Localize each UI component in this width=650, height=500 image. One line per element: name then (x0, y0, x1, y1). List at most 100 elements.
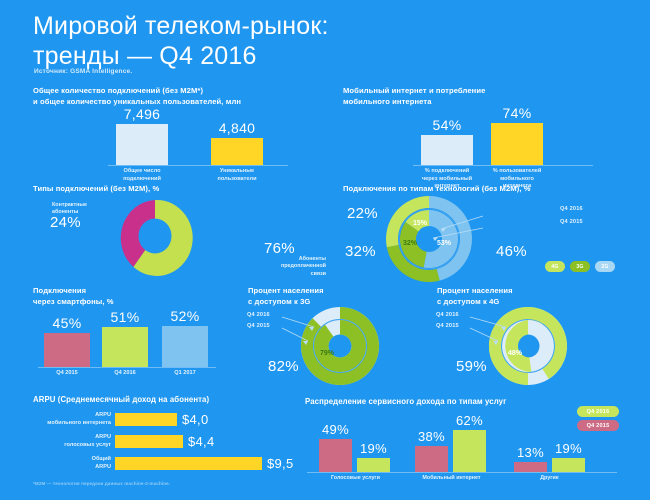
donut-slice-contract (120, 200, 155, 267)
arpu-bar-rect (115, 413, 177, 427)
bar-value: 7,496 (123, 106, 161, 122)
chart-axis (108, 165, 288, 166)
bar-value: 45% (52, 315, 82, 331)
callout-line-2015 (281, 327, 309, 342)
section-title-smartphones: Подключения через смартфоны, % (33, 286, 114, 306)
chart-axis (307, 472, 617, 473)
chart-axis (38, 367, 216, 368)
value-contract-subscribers: 24% (50, 214, 81, 231)
bar-label: Общее число подключений (123, 168, 161, 182)
section-title-coverage-3g: Процент населения с доступом к 3G (248, 286, 324, 306)
callout-line-2016 (440, 215, 484, 230)
legend-service-revenue-2016[interactable]: Q4 2016 (577, 406, 619, 417)
chart-mobile-internet: 54% % подключений через мобильный интерн… (413, 104, 593, 189)
bar-label: % пользователей мобильного интернета (492, 168, 542, 190)
bar-label: Уникальные пользователи (217, 168, 257, 182)
inner-slice-2g (423, 210, 458, 268)
section-title-connections-total: Общее количество подключений (без M2M*) … (33, 86, 242, 106)
footnote: *M2M — технология передачи данных machin… (33, 481, 171, 486)
chart-axis (413, 165, 593, 166)
inner-slice-3g-covered (313, 320, 366, 372)
chart-coverage-4g (466, 305, 576, 387)
section-title-arpu: ARPU (Среднемесячный доход на абонента) (33, 395, 210, 404)
bar-value: 74% (502, 105, 532, 121)
bar-rect (116, 124, 168, 165)
callout-arrow-2016 (309, 327, 314, 331)
value-4g-q4-2016: 59% (456, 358, 487, 375)
callout-arrow-2016 (441, 228, 446, 232)
bar-value: 13% (517, 445, 544, 460)
callout-4g-q4-2015: Q4 2015 (436, 323, 459, 329)
value-3g-q4-2016: 82% (268, 358, 299, 375)
group-label-voice: Голосовые услуги (331, 475, 380, 481)
bar-value: 52% (170, 308, 200, 324)
legend-pill-3g[interactable]: 3G (570, 261, 590, 272)
arpu-row-voice: ARPU голосовых услуг $4,4 (33, 434, 215, 449)
callout-arrow-2015 (493, 341, 498, 345)
donut-hole (138, 218, 172, 254)
bar-rect (319, 439, 352, 472)
bar-label: Q1 2017 (174, 370, 196, 376)
donut-coverage-4g (469, 307, 567, 385)
callout-lines (281, 316, 315, 342)
bar-rect (44, 333, 90, 367)
bar-group-users-pct: 74% % пользователей мобильного интернета (491, 105, 543, 189)
bar-label: Q4 2015 (56, 370, 78, 376)
legend-pill-4g[interactable]: 4G (545, 261, 565, 272)
bar-group-internet-2016: 62% (453, 413, 486, 472)
donut-coverage-3g (281, 307, 380, 385)
bar-value: 62% (456, 413, 483, 428)
arpu-bar-rect (115, 435, 183, 449)
bar-rect (211, 138, 263, 165)
chart-service-revenue: 49% 19% Голосовые услуги 38% 62% Мобильн… (307, 409, 617, 481)
inner-ring-hole (328, 334, 352, 358)
section-title-coverage-4g: Процент населения с доступом к 4G (437, 286, 513, 306)
ring-divider (501, 319, 555, 373)
chart-connection-types (108, 198, 202, 276)
arpu-label: ARPU мобильного интернета (47, 412, 111, 426)
outer-value-2g: 46% (496, 243, 527, 260)
outer-slice-3g-covered (301, 307, 380, 385)
bar-rect (552, 458, 585, 472)
section-title-technology-types: Подключения по типам технологий (без M2M… (343, 184, 531, 193)
bar-rect (357, 458, 390, 472)
bar-rect (514, 462, 547, 472)
bar-rect (162, 326, 208, 367)
bar-group-voice-2016: 19% (357, 441, 390, 472)
bar-value: 51% (110, 309, 140, 325)
bar-value: 19% (555, 441, 582, 456)
bar-rect (453, 430, 486, 472)
outer-slice-4g (386, 196, 429, 248)
bar-value: 54% (432, 117, 462, 133)
chart-technology-types (371, 196, 487, 282)
inner-value-2g: 53% (437, 240, 452, 247)
arpu-value: $9,5 (267, 456, 294, 472)
value-3g-q4-2015: 79% (320, 350, 335, 357)
legend-pill-2g[interactable]: 2G (595, 261, 615, 272)
bar-group-total-connections: 7,496 Общее число подключений (116, 106, 168, 182)
callout-line-2015 (432, 227, 484, 239)
value-4g-q4-2015: 48% (508, 350, 523, 357)
chart-coverage-3g (278, 305, 388, 387)
label-prepaid-subscribers: Абоненты предоплаченной связи (280, 256, 326, 277)
inner-ring-hole (516, 334, 540, 358)
outer-value-3g: 32% (345, 243, 376, 260)
bar-value: 4,840 (218, 120, 256, 136)
bar-group-connections-pct: 54% % подключений через мобильный интерн… (421, 117, 473, 189)
section-title-mobile-internet: Мобильный интернет и потребление мобильн… (343, 86, 486, 106)
bar-rect (421, 135, 473, 165)
section-title-connection-types: Типы подключений (без M2M), % (33, 184, 160, 193)
callout-lines (469, 316, 507, 342)
callout-arrow-2016 (501, 327, 506, 331)
bar-group-other-2016: 19% (552, 441, 585, 472)
arpu-row-mobile-internet: ARPU мобильного интернета $4,0 (33, 412, 209, 427)
arpu-value: $4,0 (182, 412, 209, 428)
donut-connection-types (120, 199, 193, 276)
bar-group-other-2015: 13% (514, 445, 547, 472)
inner-slice-4g-covered (505, 320, 532, 372)
legend-service-revenue-2015[interactable]: Q4 2015 (577, 420, 619, 431)
callout-line-2015 (469, 327, 499, 342)
bar-value: 19% (360, 441, 387, 456)
outer-slice-2g (429, 196, 472, 281)
